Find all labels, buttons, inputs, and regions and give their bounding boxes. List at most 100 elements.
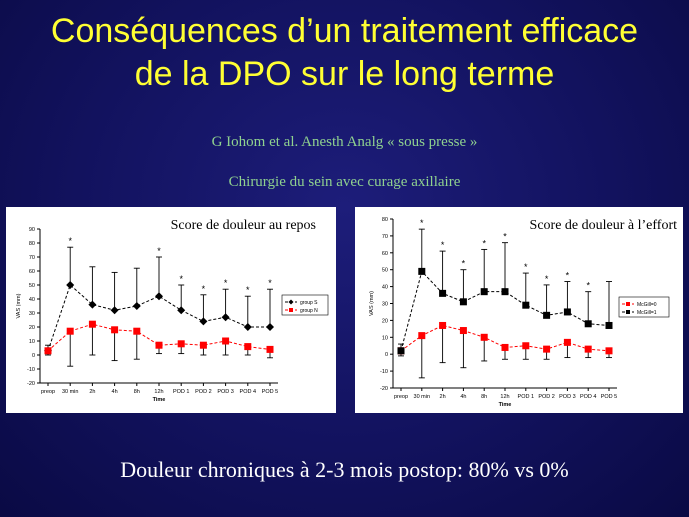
y-tick-label: 50 [29, 283, 35, 289]
series-line-0 [47, 284, 270, 351]
data-point [222, 337, 230, 345]
legend-label: group N [300, 308, 318, 314]
significance-star: * [420, 218, 424, 228]
data-point [480, 288, 488, 296]
data-point [133, 327, 141, 335]
data-point [177, 306, 186, 315]
significance-star: * [566, 271, 570, 281]
y-tick-label: 40 [382, 285, 388, 291]
data-point [155, 292, 163, 301]
data-point [439, 321, 447, 329]
data-point [563, 308, 571, 316]
data-point [177, 340, 185, 348]
x-tick-label: POD 3 [217, 389, 234, 395]
y-axis-label: VAS (mm) [369, 291, 375, 316]
data-point [244, 343, 252, 351]
y-tick-label: 50 [382, 268, 388, 274]
data-point [501, 343, 509, 351]
x-tick-label: POD 5 [262, 389, 279, 395]
significance-star: * [441, 240, 445, 250]
x-tick-label: 30 min [414, 394, 431, 400]
y-tick-label: -10 [380, 369, 388, 375]
y-tick-label: 20 [382, 318, 388, 324]
data-point [563, 338, 571, 346]
chart-panel-effort: Score de douleur à l’effort -20 -10 0 10 20 30… [355, 207, 683, 413]
y-tick-label: 40 [29, 297, 35, 303]
legend-label: McGill=1 [637, 310, 657, 316]
x-tick-label: preop [41, 389, 55, 395]
y-tick-label: 30 [382, 302, 388, 308]
significance-star: * [462, 259, 466, 269]
y-tick-label: 80 [29, 241, 35, 247]
chart-rest-pain: Score de douleur au repos -20 -10 0 10 20 30 40… [16, 218, 329, 403]
x-axis-label: Time [499, 402, 512, 408]
data-point [418, 332, 426, 340]
significance-star: * [68, 236, 72, 246]
data-point [243, 323, 252, 331]
slide-title: Conséquences d’un traitement efficace de… [50, 12, 639, 93]
data-point [397, 347, 405, 355]
data-point [522, 301, 530, 309]
y-tick-label: 10 [382, 335, 388, 341]
y-tick-label: 90 [29, 227, 35, 233]
y-tick-label: 60 [29, 269, 35, 275]
data-point [199, 317, 208, 326]
data-point [266, 323, 274, 331]
y-tick-label: 20 [29, 325, 35, 331]
data-point [221, 313, 230, 322]
x-tick-label: POD 4 [240, 389, 257, 395]
data-point [66, 281, 75, 289]
x-tick-label: 2h [89, 389, 95, 395]
legend-swatch-marker [626, 310, 630, 314]
chart-title: Score de douleur au repos [171, 218, 316, 233]
data-point [605, 321, 613, 329]
legend-label: group S [300, 300, 318, 306]
legend-swatch-marker [288, 299, 294, 305]
data-point [110, 306, 119, 315]
x-tick-label: POD 3 [559, 394, 576, 400]
slide-subtitle: Chirurgie du sein avec curage axillaire [228, 174, 461, 190]
data-point [584, 345, 592, 353]
chart-panel-rest: Score de douleur au repos -20 -10 0 10 20 30 40… [6, 207, 336, 413]
data-point [480, 333, 488, 341]
data-point [584, 320, 592, 328]
significance-star: * [545, 274, 549, 284]
x-tick-label: 30 min [62, 389, 79, 395]
x-tick-label: 12h [500, 394, 509, 400]
y-tick-label: -20 [380, 386, 388, 392]
x-axis-label: Time [153, 397, 166, 403]
data-point [543, 345, 551, 353]
x-tick-label: POD 2 [195, 389, 212, 395]
x-tick-label: 8h [481, 394, 487, 400]
data-point [155, 341, 163, 349]
data-point [522, 342, 530, 350]
data-point [88, 300, 97, 309]
significance-star: * [157, 246, 161, 256]
y-tick-label: 80 [382, 217, 388, 223]
y-tick-label: 70 [382, 234, 388, 240]
legend-swatch-marker [289, 308, 293, 312]
y-tick-label: 30 [29, 311, 35, 317]
y-tick-label: 70 [29, 255, 35, 261]
y-tick-label: 0 [32, 353, 35, 359]
conclusion-text: Douleur chroniques à 2-3 mois postop: 80… [120, 457, 569, 482]
data-point [501, 288, 509, 296]
x-tick-label: POD 4 [580, 394, 597, 400]
data-point [111, 326, 119, 334]
y-tick-label: 10 [29, 339, 35, 345]
legend-label: McGill=0 [637, 302, 657, 308]
data-point [132, 302, 141, 310]
significance-star: * [246, 285, 250, 295]
y-tick-label: -10 [27, 367, 35, 373]
y-tick-label: 0 [385, 352, 388, 358]
significance-star: * [224, 278, 228, 288]
y-tick-label: 60 [382, 251, 388, 257]
x-tick-label: POD 2 [538, 394, 555, 400]
data-point [44, 347, 52, 355]
x-tick-label: preop [394, 394, 408, 400]
chart-effort-pain: Score de douleur à l’effort -20 -10 0 10 20 30… [369, 217, 677, 408]
data-point [439, 289, 447, 297]
significance-star: * [586, 281, 590, 291]
reference-citation: G Iohom et al. Anesth Analg « sous press… [211, 134, 478, 150]
x-tick-label: POD 1 [518, 394, 535, 400]
